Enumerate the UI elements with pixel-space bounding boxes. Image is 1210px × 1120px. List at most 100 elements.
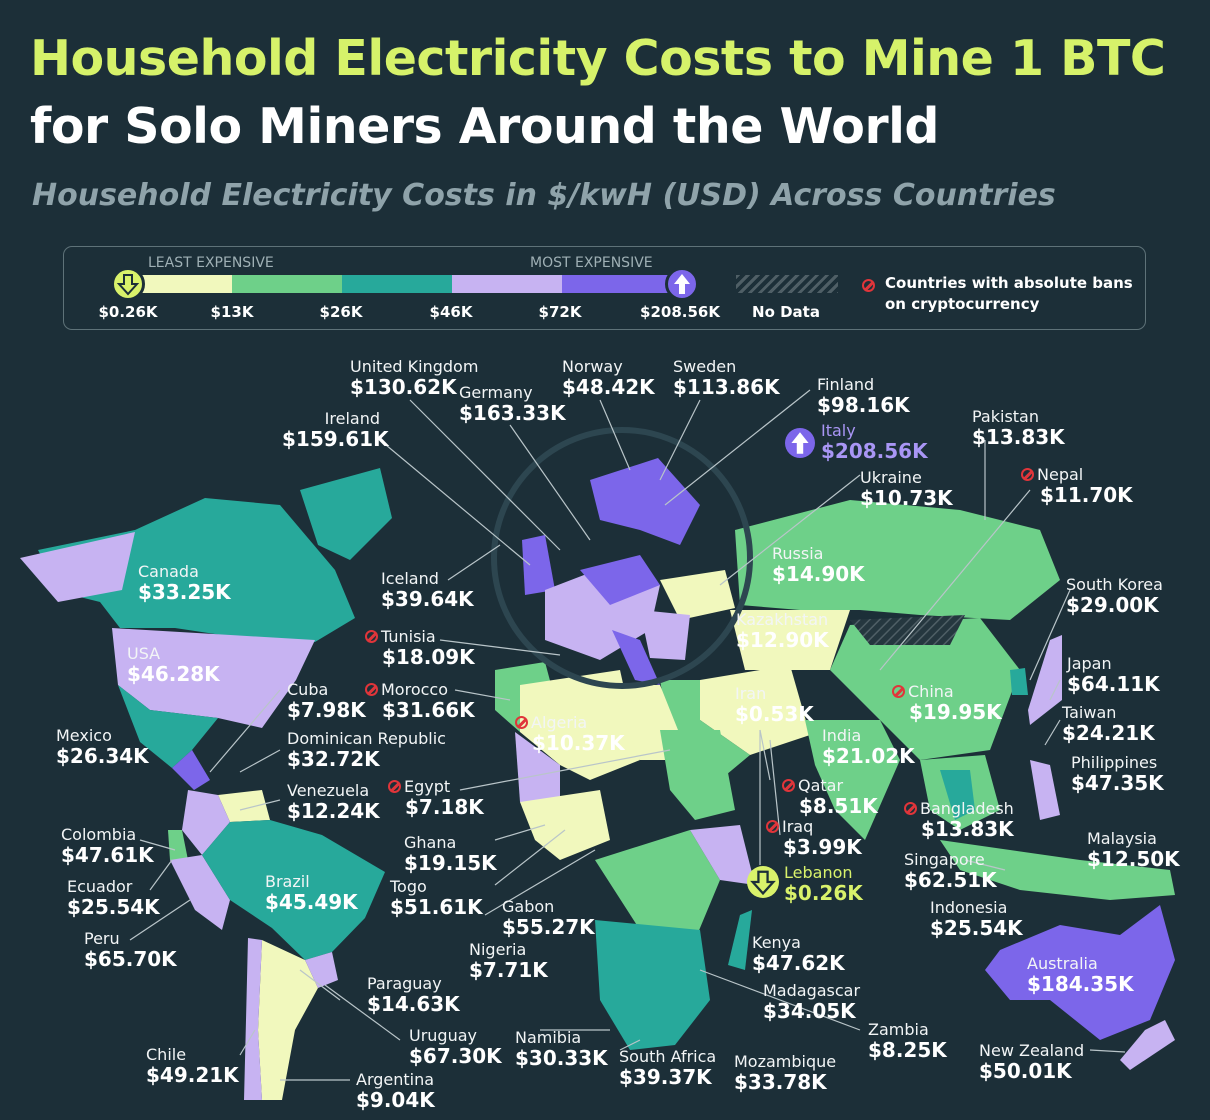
ban-icon [904, 802, 917, 815]
legend-most-caption: MOST EXPENSIVE [530, 255, 653, 271]
ban-note: Countries with absolute bans on cryptocu… [885, 274, 1133, 313]
label-new-zealand: New Zealand $50.01K [979, 1041, 1085, 1083]
region-china [830, 618, 1020, 760]
ban-icon [388, 780, 401, 793]
no-data-label: No Data [752, 303, 820, 321]
label-germany: Germany $163.33K [459, 383, 566, 425]
label-iraq: Iraq $3.99K [766, 818, 862, 858]
region-balkans [640, 610, 690, 660]
label-pakistan: Pakistan $13.83K [972, 407, 1065, 449]
label-finland: Finland $98.16K [817, 375, 910, 417]
title-line-2: for Solo Miners Around the World [30, 98, 940, 155]
region-central-europe [580, 555, 660, 605]
label-taiwan: Taiwan $24.21K [1062, 703, 1155, 745]
label-united-kingdom: United Kingdom $130.62K [350, 357, 479, 399]
region-scandinavia [590, 458, 700, 545]
region-southern-africa [595, 920, 710, 1050]
label-algeria: Algeria $10.37K [515, 714, 625, 754]
region-sudan [660, 730, 735, 820]
region-venezuela [218, 790, 270, 822]
region-india [805, 720, 900, 840]
label-chile: Chile $49.21K [146, 1045, 239, 1087]
region-korea [1010, 668, 1028, 695]
label-namibia: Namibia $30.33K [515, 1028, 608, 1070]
label-indonesia: Indonesia $25.54K [930, 898, 1023, 940]
no-data-swatch [736, 275, 838, 293]
label-south-korea: South Korea $29.00K [1066, 575, 1163, 617]
region-usa [112, 628, 315, 728]
label-nigeria: Nigeria $7.71K [469, 940, 548, 982]
ban-icon [365, 683, 378, 696]
ban-icon [515, 716, 528, 729]
ban-icon [766, 820, 779, 833]
ban-icon [892, 685, 905, 698]
world-map [20, 389, 1175, 1100]
label-tunisia: Tunisia $18.09K [365, 628, 475, 668]
region-kazakhstan [730, 610, 850, 670]
label-philippines: Philippines $47.35K [1071, 753, 1164, 795]
region-alaska [20, 532, 135, 602]
legend-bin-2 [232, 275, 342, 293]
region-central-africa [595, 830, 720, 940]
subtitle: Household Electricity Costs in $/kwH (US… [32, 178, 1056, 213]
label-uruguay: Uruguay $67.30K [409, 1026, 502, 1068]
legend-tick: $46K [429, 303, 473, 321]
label-russia: Russia $14.90K [772, 544, 865, 586]
label-morocco: Morocco $31.66K [365, 681, 475, 721]
label-china: China $19.95K [892, 683, 1002, 723]
region-ecuador [168, 830, 188, 860]
label-venezuela: Venezuela $12.24K [287, 781, 380, 823]
label-qatar: Qatar $8.51K [782, 777, 878, 817]
arrow-down-icon [111, 267, 145, 301]
label-argentina: Argentina $9.04K [356, 1070, 435, 1112]
label-madagascar: Madagascar $34.05K [763, 981, 861, 1023]
legend-tick: $208.56K [640, 303, 720, 321]
label-iran: Iran $0.53K [735, 684, 814, 726]
legend-tick: $13K [210, 303, 254, 321]
label-brazil: Brazil $45.49K [265, 872, 358, 914]
ban-icon [862, 276, 878, 295]
label-india: India $21.02K [822, 726, 915, 768]
title-line-1: Household Electricity Costs to Mine 1 BT… [30, 30, 1166, 87]
label-iceland: Iceland $39.64K [381, 569, 474, 611]
label-gabon: Gabon $55.27K [502, 897, 595, 939]
region-west-sahara [515, 732, 560, 805]
label-ireland: Ireland $159.61K [282, 409, 389, 451]
label-ghana: Ghana $19.15K [404, 833, 497, 875]
label-usa: USA $46.28K [127, 644, 220, 686]
label-norway: Norway $48.42K [562, 357, 655, 399]
label-lebanon: Lebanon $0.26K [784, 863, 863, 905]
region-thailand [940, 770, 975, 820]
label-singapore: Singapore $62.51K [904, 850, 997, 892]
legend-tick: $26K [319, 303, 363, 321]
label-ecuador: Ecuador $25.54K [67, 877, 160, 919]
region-indonesia [940, 840, 1175, 900]
arrow-up-icon [785, 428, 815, 458]
region-east-africa [690, 825, 755, 885]
label-ukraine: Ukraine $10.73K [860, 468, 953, 510]
label-cuba: Cuba $7.98K [287, 680, 366, 722]
legend: LEAST EXPENSIVE MOST EXPENSIVE $0.26K $1… [63, 246, 1146, 330]
label-togo: Togo $51.61K [390, 877, 483, 919]
ban-icon [1021, 468, 1034, 481]
region-uk [522, 535, 555, 595]
label-mexico: Mexico $26.34K [56, 726, 149, 768]
leader-lines [129, 389, 1126, 1081]
region-philippines [1030, 760, 1060, 820]
ban-icon [365, 630, 378, 643]
label-dominican-republic: Dominican Republic $32.72K [287, 729, 446, 771]
region-madagascar [728, 910, 752, 970]
region-greenland [300, 468, 392, 560]
region-russia [735, 500, 1060, 620]
label-egypt: Egypt $7.18K [388, 778, 484, 818]
label-kenya: Kenya $47.62K [752, 933, 845, 975]
legend-tick: $72K [538, 303, 582, 321]
legend-bin-4 [452, 275, 562, 293]
label-mozambique: Mozambique $33.78K [734, 1052, 837, 1094]
label-paraguay: Paraguay $14.63K [367, 974, 460, 1016]
arrow-down-icon [747, 866, 779, 898]
label-japan: Japan $64.11K [1067, 654, 1160, 696]
region-argentina [258, 940, 318, 1100]
label-kazakhstan: Kazakhstan $12.90K [736, 610, 829, 652]
region-mongolia [850, 615, 965, 645]
